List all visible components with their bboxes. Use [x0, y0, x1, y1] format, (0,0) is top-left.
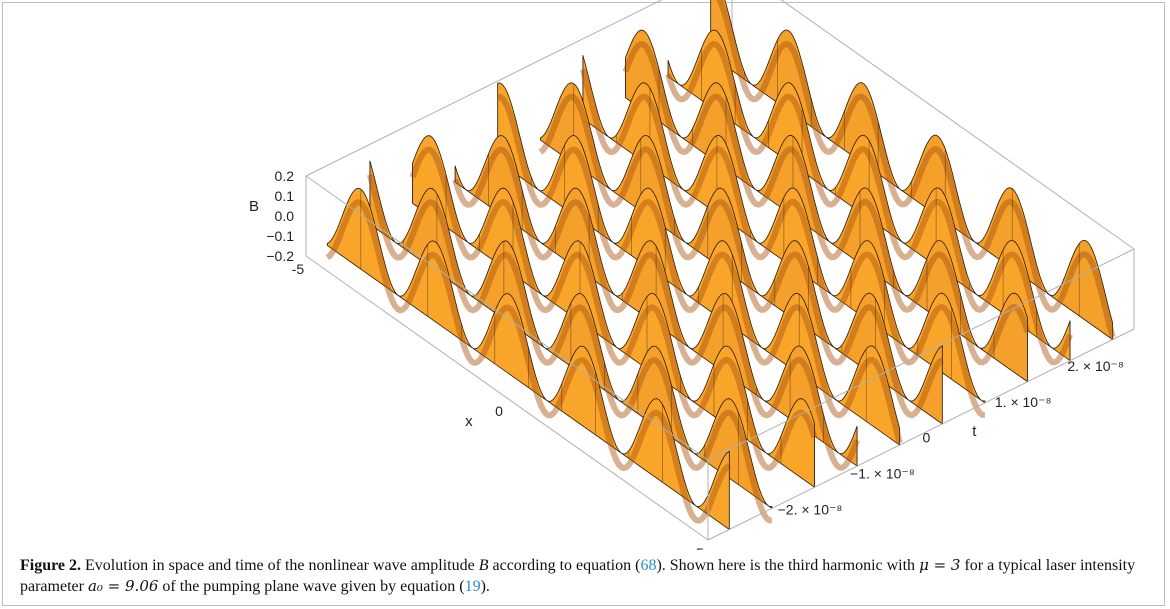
box-edge: [305, 0, 663, 177]
t-axis-label: t: [972, 423, 977, 440]
caption-text-2: according to equation (: [488, 557, 641, 574]
caption-text-6: ).: [480, 578, 490, 595]
caption-text-3: ). Shown here is the third harmonic with: [656, 557, 920, 574]
caption-var-b: B: [478, 557, 489, 574]
x-tick-label: -5: [292, 261, 305, 277]
wave-surface: [325, 0, 1116, 531]
caption-text-4: for a typical laser intensity parameter: [20, 557, 1136, 595]
axis-ticks: 0.2 0.1 0.0 −0.1 −0.2 B -5 0 5 x 2. × 10⁻⁸ 1. × 10⁻…: [249, 168, 1124, 550]
box-edge: [305, 255, 709, 541]
z-tick-label: −0.1: [266, 228, 294, 244]
t-tick-label: −1. × 10⁻⁸: [850, 466, 915, 482]
box-edge: [780, 0, 1135, 250]
a0-equation: a₀ = 9.06: [87, 577, 159, 595]
caption-text-5: of the pumping plane wave given by equat…: [158, 578, 465, 595]
t-tick-label: 1. × 10⁻⁸: [995, 394, 1052, 410]
z-tick-label: 0.1: [275, 188, 295, 204]
caption-text-1: Evolution in space and time of the nonli…: [81, 557, 479, 574]
figure-label: Figure 2.: [20, 557, 82, 574]
box-edge: [707, 248, 1135, 461]
figure-caption: Figure 2. Evolution in space and time of…: [20, 555, 1150, 597]
box-edge: [305, 175, 709, 461]
surface-plot: 0.2 0.1 0.0 −0.1 −0.2 B -5 0 5 x 2. × 10⁻⁸ 1. × 10⁻…: [249, 0, 1135, 550]
t-tick-label: −2. × 10⁻⁸: [778, 501, 843, 517]
x-tick-label: 0: [495, 403, 503, 419]
x-axis-label: x: [465, 413, 473, 430]
equation-link-19[interactable]: 19: [464, 578, 481, 595]
equation-link-68[interactable]: 68: [640, 557, 657, 574]
box-edge: [707, 328, 1135, 541]
plot-box-front: [305, 175, 1135, 541]
z-tick-label: 0.2: [275, 168, 295, 184]
t-tick-label: 0: [922, 430, 930, 446]
z-axis-label: B: [249, 198, 259, 215]
z-tick-label: −0.2: [266, 248, 294, 264]
t-tick-label: 2. × 10⁻⁸: [1067, 358, 1124, 374]
x-tick-label: 5: [696, 545, 704, 550]
mu-equation: μ = 3: [919, 556, 961, 574]
z-tick-label: 0.0: [275, 208, 295, 224]
